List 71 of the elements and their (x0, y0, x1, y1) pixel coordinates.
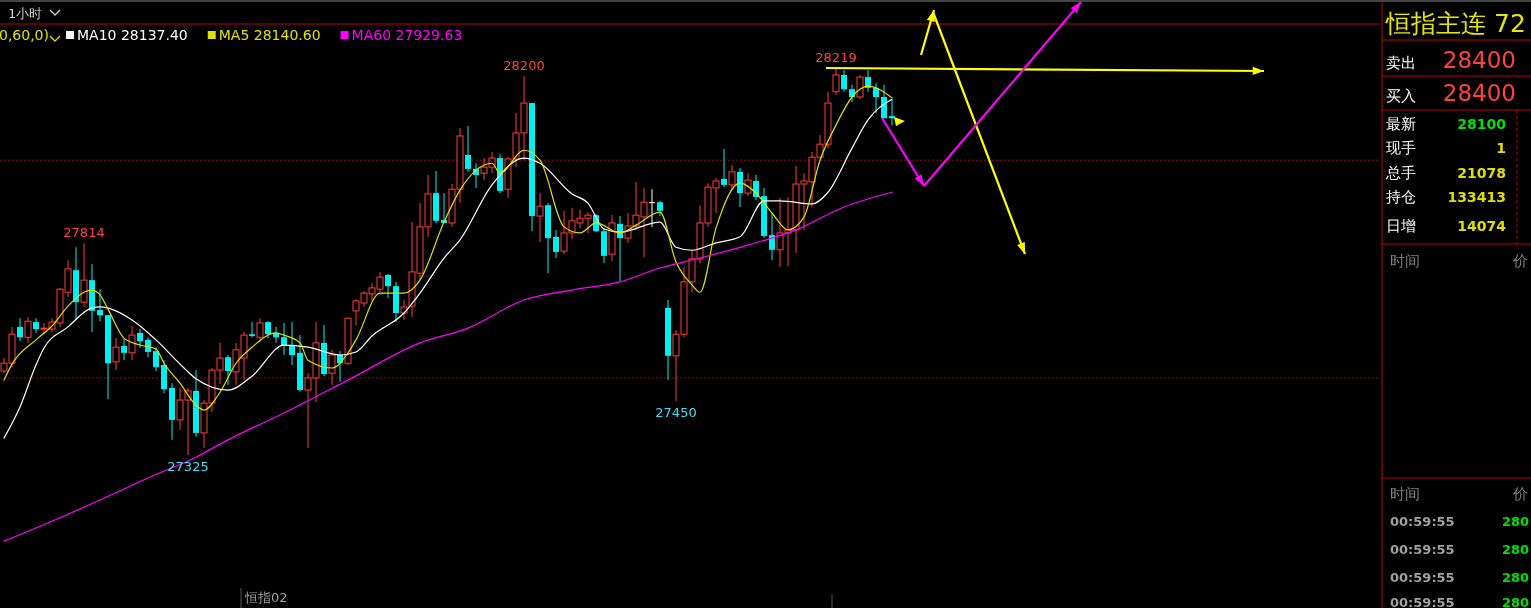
text: 280 (1502, 570, 1530, 585)
legend-label: MA5 28140.60 (218, 27, 321, 43)
legend-label: MA60 27929.63 (351, 27, 463, 43)
candlestick (33, 317, 39, 334)
candlestick (121, 338, 127, 361)
text: 最新 (1386, 115, 1416, 133)
text: 日增 (1386, 217, 1416, 235)
text: 133413 (1447, 189, 1506, 205)
text: 卖出 (1386, 54, 1416, 72)
candlestick (832, 67, 840, 96)
text: 现手 (1386, 139, 1416, 157)
text: 时间 (1390, 252, 1420, 270)
candlestick (97, 288, 103, 322)
text: 00:59:55 (1390, 542, 1455, 557)
annotation: 27325 (167, 459, 209, 474)
text: 1小时 (8, 6, 43, 21)
candlestick (128, 325, 136, 361)
candlestick (769, 212, 775, 261)
text: 总手 (1385, 164, 1416, 182)
candlestick (856, 74, 864, 100)
candlestick (688, 249, 696, 293)
candlestick (841, 69, 847, 93)
candlestick (112, 337, 120, 371)
candlestick (281, 322, 287, 356)
text: 价 (1512, 252, 1528, 270)
candlestick (256, 317, 264, 343)
text: 280 (1502, 595, 1530, 608)
text: 恒指主连 (1385, 9, 1486, 38)
text: 00:59:55 (1390, 595, 1455, 608)
candlestick (873, 82, 879, 114)
text: 28400 (1442, 47, 1516, 73)
text: 00:59:55 (1390, 514, 1455, 529)
text: 0,60,0) (0, 27, 49, 43)
candlestick (40, 322, 48, 335)
candlestick (153, 346, 159, 372)
annotation: 27450 (655, 404, 697, 420)
annotation: 28219 (815, 50, 857, 65)
text: 恒指02 (244, 590, 288, 605)
annotation: 27814 (63, 225, 105, 241)
annotation: 28200 (503, 58, 545, 74)
text: 00:59:55 (1390, 570, 1455, 585)
text: 21078 (1457, 165, 1506, 181)
candlestick (737, 167, 743, 208)
candlestick (249, 321, 255, 338)
candlestick (865, 69, 871, 93)
legend-label: MA10 28137.40 (77, 27, 188, 43)
candlestick (17, 317, 23, 342)
text: 14074 (1457, 218, 1507, 234)
text: 28100 (1457, 116, 1507, 132)
candlestick (553, 229, 559, 259)
text: 280 (1502, 542, 1530, 557)
text: 280 (1502, 514, 1530, 529)
text: 72 (1494, 9, 1526, 38)
text: 28400 (1442, 80, 1516, 106)
candlestick (24, 316, 32, 344)
text: 持仓 (1386, 188, 1416, 206)
candlestick (225, 354, 231, 386)
candlestick (649, 188, 655, 228)
candlestick (536, 192, 544, 243)
candlestick (289, 321, 295, 366)
candlestick (137, 328, 143, 349)
candlestick (728, 164, 736, 191)
text: 价 (1512, 485, 1528, 503)
text: 1 (1496, 140, 1506, 156)
text: 买入 (1386, 87, 1416, 105)
candlestick (385, 273, 391, 299)
candlestick (80, 242, 88, 308)
candlestick (465, 125, 471, 173)
text: 时间 (1390, 485, 1420, 503)
candlestick (721, 148, 727, 188)
candlestick (328, 349, 336, 386)
